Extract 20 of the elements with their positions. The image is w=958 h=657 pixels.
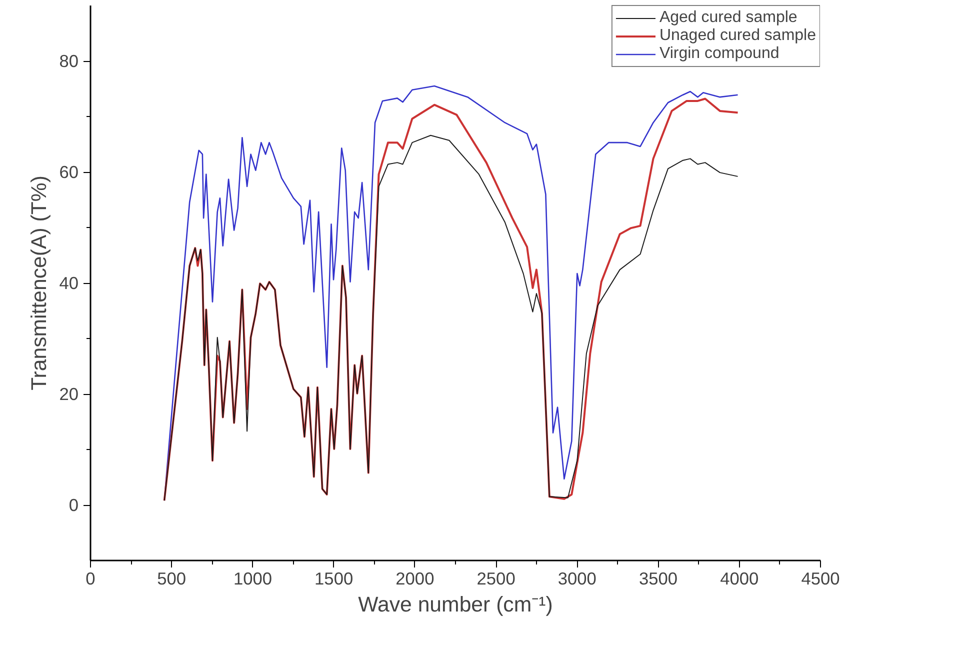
y-tick-label: 20 <box>59 384 79 404</box>
legend-label: Aged cured sample <box>659 9 798 27</box>
x-tick-label: 0 <box>86 568 96 588</box>
x-tick-label: 1000 <box>233 568 272 588</box>
x-tick-label: 4500 <box>801 568 840 588</box>
x-tick-label: 3500 <box>639 568 678 588</box>
x-tick-label: 2500 <box>476 568 516 588</box>
y-tick-label: 60 <box>59 162 79 182</box>
x-tick-label: 3000 <box>558 568 596 588</box>
y-tick-label: 80 <box>59 51 79 71</box>
y-tick-label: 40 <box>59 273 79 293</box>
x-axis-title: Wave number (cm⁻¹) <box>358 592 553 616</box>
x-tick-label: 1500 <box>314 568 354 588</box>
legend-label: Virgin compound <box>659 45 780 63</box>
x-tick-label: 500 <box>157 568 186 588</box>
x-tick-label: 4000 <box>720 568 759 588</box>
x-tick-label: 2000 <box>396 568 434 588</box>
legend-label: Unaged cured sample <box>659 27 816 45</box>
y-tick-label: 0 <box>68 495 79 515</box>
y-axis-title: Transmittence(A) (T%) <box>27 176 52 390</box>
